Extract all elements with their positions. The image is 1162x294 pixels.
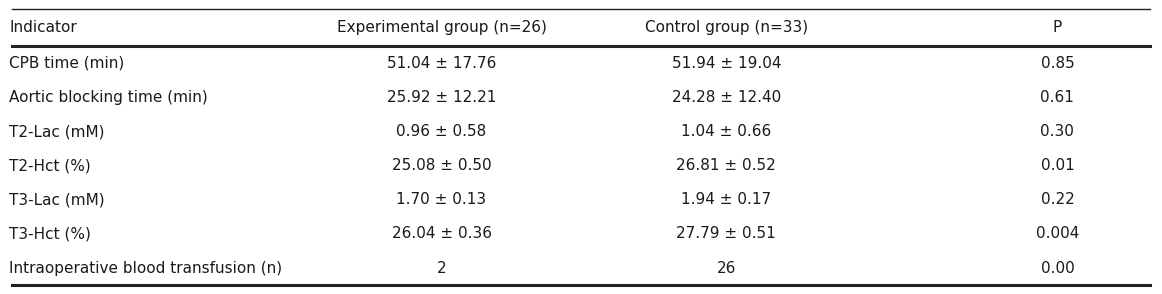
Text: T2-Lac (mM): T2-Lac (mM) (9, 124, 105, 139)
Text: 27.79 ± 0.51: 27.79 ± 0.51 (676, 226, 776, 241)
Text: 24.28 ± 12.40: 24.28 ± 12.40 (672, 90, 781, 105)
Text: Indicator: Indicator (9, 20, 77, 35)
Text: 0.01: 0.01 (1040, 158, 1075, 173)
Text: T3-Lac (mM): T3-Lac (mM) (9, 192, 105, 207)
Text: 26: 26 (717, 260, 736, 275)
Text: Experimental group (n=26): Experimental group (n=26) (337, 20, 546, 35)
Text: 25.08 ± 0.50: 25.08 ± 0.50 (392, 158, 492, 173)
Text: 0.30: 0.30 (1040, 124, 1075, 139)
Text: 0.004: 0.004 (1035, 226, 1079, 241)
Text: CPB time (min): CPB time (min) (9, 56, 124, 71)
Text: Aortic blocking time (min): Aortic blocking time (min) (9, 90, 208, 105)
Text: T3-Hct (%): T3-Hct (%) (9, 226, 91, 241)
Text: 51.94 ± 19.04: 51.94 ± 19.04 (672, 56, 781, 71)
Text: 51.04 ± 17.76: 51.04 ± 17.76 (387, 56, 496, 71)
Text: 0.00: 0.00 (1040, 260, 1075, 275)
Text: Control group (n=33): Control group (n=33) (645, 20, 808, 35)
Text: Intraoperative blood transfusion (n): Intraoperative blood transfusion (n) (9, 260, 282, 275)
Text: 26.04 ± 0.36: 26.04 ± 0.36 (392, 226, 492, 241)
Text: 1.70 ± 0.13: 1.70 ± 0.13 (396, 192, 487, 207)
Text: 0.96 ± 0.58: 0.96 ± 0.58 (396, 124, 487, 139)
Text: 1.94 ± 0.17: 1.94 ± 0.17 (681, 192, 772, 207)
Text: 26.81 ± 0.52: 26.81 ± 0.52 (676, 158, 776, 173)
Text: 2: 2 (437, 260, 446, 275)
Text: 0.22: 0.22 (1040, 192, 1075, 207)
Text: P: P (1053, 20, 1062, 35)
Text: 1.04 ± 0.66: 1.04 ± 0.66 (681, 124, 772, 139)
Text: 25.92 ± 12.21: 25.92 ± 12.21 (387, 90, 496, 105)
Text: 0.85: 0.85 (1040, 56, 1075, 71)
Text: T2-Hct (%): T2-Hct (%) (9, 158, 91, 173)
Text: 0.61: 0.61 (1040, 90, 1075, 105)
